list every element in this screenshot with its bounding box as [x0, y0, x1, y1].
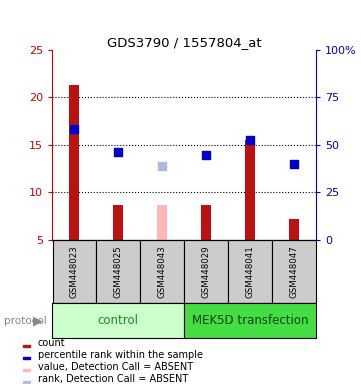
- Text: protocol: protocol: [4, 316, 46, 326]
- Bar: [113, 205, 123, 240]
- Title: GDS3790 / 1557804_at: GDS3790 / 1557804_at: [107, 36, 261, 49]
- Text: GSM448047: GSM448047: [290, 245, 299, 298]
- Bar: [69, 85, 79, 240]
- Bar: [23, 346, 30, 347]
- Text: control: control: [98, 314, 139, 327]
- Point: [247, 137, 253, 143]
- Text: GSM448023: GSM448023: [70, 245, 79, 298]
- Text: rank, Detection Call = ABSENT: rank, Detection Call = ABSENT: [38, 374, 188, 384]
- Bar: [184, 240, 228, 303]
- Bar: [245, 140, 255, 240]
- Bar: [289, 219, 299, 240]
- Point: [71, 126, 77, 132]
- Text: GSM448041: GSM448041: [245, 245, 255, 298]
- Bar: [272, 240, 316, 303]
- Text: MEK5D transfection: MEK5D transfection: [192, 314, 308, 327]
- Text: count: count: [38, 338, 66, 348]
- Bar: [140, 240, 184, 303]
- Bar: [23, 358, 30, 359]
- Bar: [228, 240, 272, 303]
- Point: [203, 152, 209, 159]
- Text: GSM448029: GSM448029: [201, 245, 210, 298]
- Text: GSM448043: GSM448043: [158, 245, 167, 298]
- Bar: [23, 381, 30, 383]
- Bar: [157, 205, 167, 240]
- Bar: [184, 303, 316, 338]
- Bar: [53, 240, 96, 303]
- Point: [291, 161, 297, 167]
- Text: value, Detection Call = ABSENT: value, Detection Call = ABSENT: [38, 362, 193, 372]
- Bar: [201, 205, 211, 240]
- Bar: [23, 369, 30, 371]
- Text: percentile rank within the sample: percentile rank within the sample: [38, 350, 203, 360]
- Text: ▶: ▶: [33, 314, 43, 327]
- Bar: [52, 303, 184, 338]
- Point: [159, 163, 165, 169]
- Point: [115, 149, 121, 155]
- Bar: [96, 240, 140, 303]
- Text: GSM448025: GSM448025: [114, 245, 123, 298]
